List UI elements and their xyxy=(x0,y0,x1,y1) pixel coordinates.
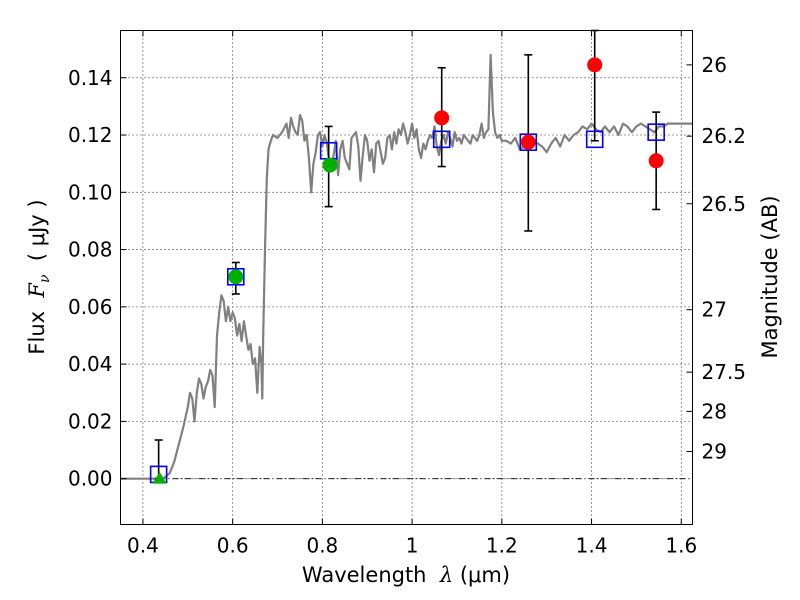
x-tick-label: 1.6 xyxy=(665,534,697,558)
plot-frame xyxy=(120,30,693,525)
grid xyxy=(120,30,693,525)
y-tick-label: 0.08 xyxy=(68,238,113,262)
x-tick-label: 1.2 xyxy=(486,534,518,558)
y-tick-label: 0.12 xyxy=(68,123,113,147)
magnitude-tick-label: 26.5 xyxy=(702,192,747,216)
magnitude-tick-label: 28 xyxy=(702,399,727,423)
circle-marker xyxy=(520,134,536,150)
spectrum-series xyxy=(120,53,693,480)
y-tick-label: 0.00 xyxy=(68,467,113,491)
circle-marker xyxy=(648,153,664,169)
circle-marker xyxy=(434,110,450,126)
y-tick-label: 0.04 xyxy=(68,352,113,376)
y-tick-label: 0.02 xyxy=(68,409,113,433)
magnitude-tick-label: 26 xyxy=(702,53,727,77)
x-tick-label: 0.8 xyxy=(306,534,338,558)
y-axis-title: Flux Fν ( μJy ) xyxy=(25,199,53,354)
circle-marker xyxy=(322,157,338,173)
x-tick-label: 0.4 xyxy=(127,534,159,558)
square-marker xyxy=(432,130,451,149)
y-tick-label: 0.14 xyxy=(68,66,113,90)
square-marker xyxy=(519,133,538,151)
triangle-marker xyxy=(152,471,167,484)
square-marker xyxy=(647,123,665,141)
data-markers xyxy=(149,57,665,484)
x-tick-label: 1.4 xyxy=(576,534,608,558)
circle-marker xyxy=(587,57,603,73)
axis-ticks xyxy=(120,30,693,525)
square-marker xyxy=(226,267,245,286)
magnitude-tick-label: 27 xyxy=(702,298,727,322)
square-marker xyxy=(585,130,604,149)
spectrum-line xyxy=(120,53,693,480)
magnitude-tick-label: 29 xyxy=(702,439,727,463)
y-axis-right-title: Magnitude (AB) xyxy=(758,195,782,358)
tick-labels: 0.4 0.6 0.8 1 1.2 1.4 1.6 0.00 0.02 0.04 0.06 0.08 0… xyxy=(68,53,746,558)
y-tick-label: 0.10 xyxy=(68,180,113,204)
circle-marker xyxy=(228,269,244,285)
magnitude-tick-label: 26.2 xyxy=(702,124,747,148)
x-axis-title: Wavelength λ (μm) xyxy=(302,563,510,587)
magnitude-tick-label: 27.5 xyxy=(702,360,747,384)
x-tick-label: 1 xyxy=(406,534,419,558)
x-tick-label: 0.6 xyxy=(217,534,249,558)
y-tick-label: 0.06 xyxy=(68,295,113,319)
